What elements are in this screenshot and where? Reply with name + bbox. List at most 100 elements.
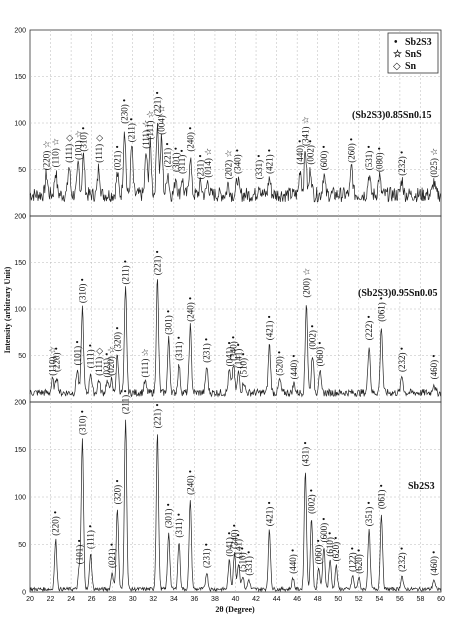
peak-label-text: (222) • [364,315,374,340]
peak-label-text: (061) • [376,297,386,322]
peak-label-text: (311) • [174,513,184,538]
peak-label: (111) ◇ [94,348,104,376]
peak-label: (620) • [354,549,364,574]
peak-label: (200) ☆ [301,268,311,298]
peak-label-text: (421) • [264,149,274,174]
peak-label: (002) • [307,489,317,514]
x-tick-label: 44 [273,596,281,603]
peak-label-text: (620) • [331,536,341,561]
peak-label: (341) ☆ [300,116,310,146]
peak-label-text: (021) • [107,543,117,568]
peak-label-text: (340) • [230,524,240,549]
x-tick-label: 30 [129,596,137,603]
peak-label-text: (531) • [364,145,374,170]
y-tick-label: 50 [18,542,26,549]
peak-label: (220) • [51,511,61,536]
x-tick-label: 38 [211,596,219,603]
peak-label: (600) • [319,517,329,542]
peak-label-text: (221) • [152,403,162,428]
peak-label: (230) • [120,99,130,124]
peak-label-text: (060) • [315,341,325,366]
legend-label-1: SnS [405,49,422,60]
xrd-curves [29,122,441,593]
peak-label: (351) • [364,501,374,526]
peak-label: (301) • [164,503,174,528]
peak-label-text: (620) • [354,549,364,574]
legend-label-2: Sn [405,61,417,72]
peak-label-text: (002) • [308,325,318,350]
x-tick-label: 50 [334,596,342,603]
peak-label: (240) • [185,127,195,152]
peak-label-text: (231) • [202,338,212,363]
peak-label: (520) • [275,351,285,376]
peak-label: (311) • [174,513,184,538]
y-tick-label: 0 [22,400,26,407]
peak-label: (531) • [364,145,374,170]
peak-label: (220) • [52,347,62,372]
y-tick-label: 0 [22,590,26,597]
peak-label-text: (301) • [164,503,174,528]
peak-label: (340) • [233,149,243,174]
peak-label-text: (020) ☆ [106,346,116,376]
peak-label-text: (211) • [121,260,131,285]
peak-labels: (220) ☆ (110) ☆ (111) ◇ (101) ☆(310) • (111)… [41,91,438,575]
peak-label-text: (310) • [77,410,87,435]
peak-label-text: (080) • [374,147,384,172]
peak-label: (041) • [224,532,234,557]
x-tick-label: 26 [88,596,96,603]
legend-marker-1: ☆ [393,49,402,60]
panel-title-3: Sb2S3 [408,481,435,492]
peak-label-text: (021) • [112,145,122,170]
peak-label: (041) • [224,341,234,366]
y-tick-label: 200 [14,400,26,407]
peak-label-text: (101) ☆ [73,130,83,160]
peak-label-text: (320) • [112,479,122,504]
peak-label: (101) • [72,340,82,365]
peak-label: (421) • [264,149,274,174]
peak-label: (221) • [152,91,162,116]
peak-label-text: (014) ☆ [203,148,213,178]
x-tick-label: 58 [417,596,425,603]
x-tick-label: 46 [293,596,301,603]
x-tick-label: 28 [108,596,116,603]
peak-label-text: (230) • [120,99,130,124]
peak-label-text: (111) ☆ [140,348,150,377]
peak-label: (340) • [230,524,240,549]
xrd-curve-1 [29,122,441,203]
x-axis-label: 2θ (Degree) [215,605,255,614]
peak-label: (231) • [202,543,212,568]
peak-label: (060) • [315,341,325,366]
peak-label: (260) • [347,138,357,163]
peak-label: (301) • [164,310,174,335]
peak-label: (301) • [171,147,181,172]
peak-label: (202) ☆ [223,150,233,180]
peak-label: (002) • [308,325,318,350]
y-tick-label: 150 [14,447,26,454]
peak-label-text: (110) ☆ [48,346,58,375]
peak-label-text: (122) • [348,547,358,572]
x-tick-label: 36 [191,596,199,603]
peak-label-text: (260) • [347,138,357,163]
peak-label-text: (240) • [185,297,195,322]
legend-label-0: Sb2S3 [405,37,432,48]
peak-label: (141) • [234,343,244,368]
peak-label-text: (232) • [397,547,407,572]
y-tick-label: 100 [14,495,26,502]
peak-label: (221) • [152,403,162,428]
peak-label-text: (331) • [244,551,254,576]
peak-label: (600) • [319,145,329,170]
peak-label: (311) • [174,336,184,361]
y-tick-label: 100 [14,307,26,314]
peak-label-text: (440) • [289,354,299,379]
peak-label: (232) • [397,151,407,176]
y-tick-label: 150 [14,260,26,267]
peak-label: (122) • [348,547,358,572]
legend-box [387,32,439,74]
peak-label: (061) • [376,297,386,322]
peak-label: (101) • [74,539,84,564]
peak-label-text: (460) • [429,354,439,379]
peak-label-text: (460) • [429,551,439,576]
peak-label: (111) ☆ [145,110,155,139]
peak-label: (020) ☆ [106,346,116,376]
peak-label: (014) ☆ [203,148,213,178]
